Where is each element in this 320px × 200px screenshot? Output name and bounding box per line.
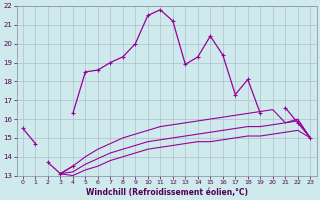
X-axis label: Windchill (Refroidissement éolien,°C): Windchill (Refroidissement éolien,°C) <box>85 188 248 197</box>
